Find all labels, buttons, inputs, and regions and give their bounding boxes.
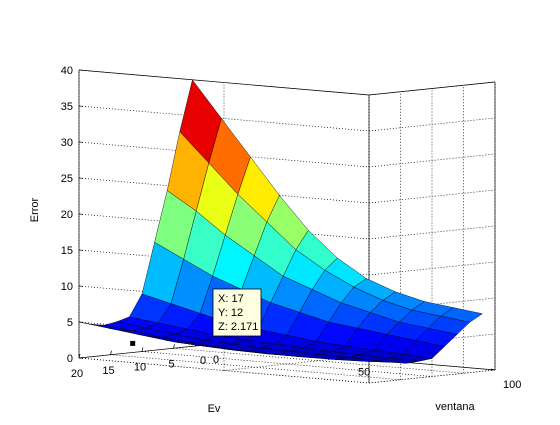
y-axis-label: ventana	[435, 401, 475, 413]
data-tip-y: Y: 12	[218, 307, 243, 319]
x-tick-label: 10	[134, 362, 146, 374]
z-tick-label: 15	[61, 245, 73, 257]
z-axis-label: Error	[29, 197, 41, 222]
z-tick-label: 10	[61, 281, 73, 293]
z-tick-label: 20	[61, 209, 73, 221]
x-tick-label: 15	[102, 365, 114, 377]
z-tick-label: 25	[61, 173, 73, 185]
z-tick-label: 0	[67, 353, 73, 365]
x-tick-mark	[111, 351, 112, 355]
z-tick-label: 30	[61, 137, 73, 149]
x-tick-label: 0	[200, 355, 206, 367]
y-tick-label: 0	[213, 354, 219, 366]
data-tip-z: Z: 2.171	[218, 321, 258, 333]
x-axis-label: Ev	[208, 403, 221, 415]
grid-line-y	[224, 358, 350, 371]
x-tick-label: 20	[71, 368, 83, 380]
y-tick-label: 100	[503, 379, 521, 391]
x-tick-mark	[174, 344, 175, 348]
axis-edge	[369, 82, 495, 95]
x-tick-mark	[142, 348, 143, 352]
surface-layer	[79, 80, 482, 363]
x-tick-label: 5	[168, 358, 174, 370]
z-tick-label: 40	[61, 65, 73, 77]
z-tick-label: 35	[61, 101, 73, 113]
data-tip-marker	[130, 341, 135, 346]
data-tip-x: X: 17	[218, 293, 244, 305]
z-tick-label: 5	[67, 317, 73, 329]
y-tick-label: 50	[358, 367, 370, 379]
grid-line-y	[369, 370, 495, 383]
